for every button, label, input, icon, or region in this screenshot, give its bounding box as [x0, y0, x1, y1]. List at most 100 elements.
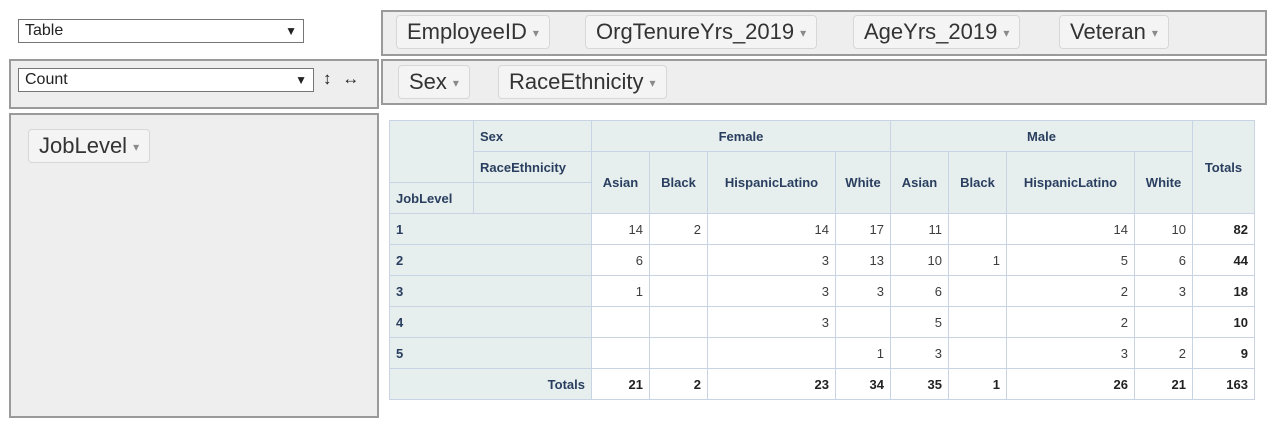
triangle-down-icon[interactable]: ▾: [532, 26, 539, 41]
table-cell[interactable]: [1134, 306, 1193, 338]
table-cell[interactable]: [649, 244, 708, 276]
subcol-header: Black: [649, 151, 708, 214]
table-cell[interactable]: 1: [591, 275, 650, 307]
table-cell[interactable]: [948, 306, 1007, 338]
attr-pill-label: JobLevel: [39, 133, 128, 158]
triangle-down-icon[interactable]: ▾: [800, 26, 807, 41]
attr-pill-orgtenure[interactable]: OrgTenureYrs_2019 ▾: [585, 15, 818, 49]
table-cell[interactable]: [591, 337, 650, 369]
row-header: 3: [389, 275, 592, 307]
subcol-header: White: [835, 151, 891, 214]
attr-pill-sex[interactable]: Sex ▾: [398, 65, 470, 99]
table-cell[interactable]: 3: [707, 306, 836, 338]
col-total-cell[interactable]: 34: [835, 368, 891, 400]
table-cell[interactable]: 10: [890, 244, 949, 276]
table-cell[interactable]: 3: [1134, 275, 1193, 307]
table-cell[interactable]: [649, 337, 708, 369]
row-attributes-zone[interactable]: [9, 113, 379, 418]
triangle-down-icon[interactable]: ▾: [452, 76, 459, 91]
table-cell[interactable]: [649, 306, 708, 338]
table-row: 3 1 3 3 6 2 3 18: [389, 275, 1255, 307]
table-cell[interactable]: 2: [1006, 306, 1135, 338]
renderer-select-value: Table: [25, 22, 64, 39]
table-cell[interactable]: 17: [835, 213, 891, 245]
row-totals-label: Totals: [389, 368, 592, 400]
attr-pill-label: Veteran: [1070, 19, 1146, 44]
table-cell[interactable]: 14: [1006, 213, 1135, 245]
row-total-cell[interactable]: 18: [1192, 275, 1255, 307]
subcol-header: White: [1134, 151, 1193, 214]
triangle-down-icon[interactable]: ▾: [649, 76, 656, 91]
col-total-cell[interactable]: 23: [707, 368, 836, 400]
table-cell[interactable]: 6: [591, 244, 650, 276]
table-cell[interactable]: [948, 213, 1007, 245]
table-cell[interactable]: 3: [707, 244, 836, 276]
row-order-icon[interactable]: ↕: [323, 69, 332, 88]
attr-pill-raceethnicity[interactable]: RaceEthnicity ▾: [498, 65, 667, 99]
table-cell[interactable]: 3: [890, 337, 949, 369]
row-total-cell[interactable]: 10: [1192, 306, 1255, 338]
table-cell[interactable]: 6: [890, 275, 949, 307]
row-attr-spacer: [473, 182, 592, 214]
subcol-header: Asian: [591, 151, 650, 214]
table-cell[interactable]: [649, 275, 708, 307]
table-cell[interactable]: 5: [1006, 244, 1135, 276]
row-header: 1: [389, 213, 592, 245]
table-cell[interactable]: [591, 306, 650, 338]
table-cell[interactable]: 6: [1134, 244, 1193, 276]
row-attr-label: JobLevel: [389, 182, 474, 214]
table-row: 1 14 2 14 17 11 14 10 82: [389, 213, 1255, 245]
table-cell[interactable]: [948, 275, 1007, 307]
subcol-header: Black: [948, 151, 1007, 214]
table-cell[interactable]: 2: [1006, 275, 1135, 307]
col-order-icon[interactable]: ↔: [342, 69, 360, 88]
pivot-table: Sex Female Male Totals RaceEthnicity Asi…: [389, 120, 1255, 400]
table-cell[interactable]: 2: [649, 213, 708, 245]
table-cell[interactable]: 13: [835, 244, 891, 276]
col-attr-label-race: RaceEthnicity: [473, 151, 592, 183]
col-total-cell[interactable]: 21: [591, 368, 650, 400]
table-cell[interactable]: 1: [835, 337, 891, 369]
col-total-cell[interactable]: 26: [1006, 368, 1135, 400]
aggregator-select-value: Count: [25, 71, 68, 88]
attr-pill-label: RaceEthnicity: [509, 69, 644, 94]
table-corner: [389, 120, 474, 183]
table-cell[interactable]: 14: [591, 213, 650, 245]
attr-pill-label: Sex: [409, 69, 447, 94]
renderer-select[interactable]: Table ▼: [18, 19, 304, 43]
table-cell[interactable]: 14: [707, 213, 836, 245]
triangle-down-icon[interactable]: ▾: [1003, 26, 1010, 41]
grand-total-cell[interactable]: 163: [1192, 368, 1255, 400]
table-cell[interactable]: [707, 337, 836, 369]
table-cell[interactable]: 1: [948, 244, 1007, 276]
col-total-cell[interactable]: 21: [1134, 368, 1193, 400]
attr-pill-age[interactable]: AgeYrs_2019 ▾: [853, 15, 1021, 49]
col-total-cell[interactable]: 2: [649, 368, 708, 400]
table-cell[interactable]: 3: [1006, 337, 1135, 369]
col-attr-label-sex: Sex: [473, 120, 592, 152]
aggregator-select[interactable]: Count ▼: [18, 68, 314, 92]
table-cell[interactable]: 10: [1134, 213, 1193, 245]
table-cell[interactable]: [948, 337, 1007, 369]
col-total-cell[interactable]: 35: [890, 368, 949, 400]
col-totals-header: Totals: [1192, 120, 1255, 214]
row-total-cell[interactable]: 44: [1192, 244, 1255, 276]
table-cell[interactable]: 3: [835, 275, 891, 307]
attr-pill-employeeid[interactable]: EmployeeID ▾: [396, 15, 550, 49]
row-header: 2: [389, 244, 592, 276]
table-cell[interactable]: 3: [707, 275, 836, 307]
table-cell[interactable]: 11: [890, 213, 949, 245]
table-cell[interactable]: 5: [890, 306, 949, 338]
row-total-cell[interactable]: 82: [1192, 213, 1255, 245]
attr-pill-veteran[interactable]: Veteran ▾: [1059, 15, 1169, 49]
triangle-down-icon[interactable]: ▾: [133, 140, 140, 155]
table-cell[interactable]: 2: [1134, 337, 1193, 369]
col-group-header-male: Male: [890, 120, 1193, 152]
attr-pill-joblevel[interactable]: JobLevel ▾: [28, 129, 151, 163]
triangle-down-icon[interactable]: ▾: [1151, 26, 1158, 41]
col-group-header-female: Female: [591, 120, 891, 152]
row-total-cell[interactable]: 9: [1192, 337, 1255, 369]
col-total-cell[interactable]: 1: [948, 368, 1007, 400]
table-cell[interactable]: [835, 306, 891, 338]
attr-pill-label: AgeYrs_2019: [864, 19, 998, 44]
